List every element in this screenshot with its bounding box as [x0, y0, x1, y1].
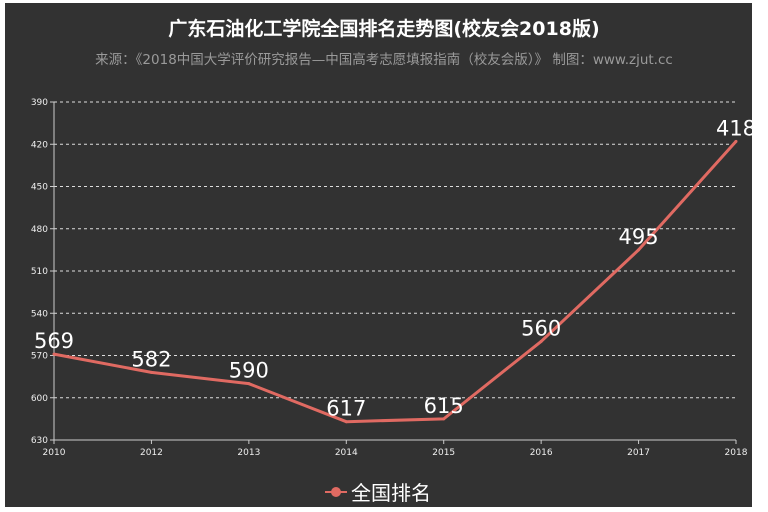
- legend-item[interactable]: 全国排名: [325, 477, 431, 506]
- data-point: [247, 382, 251, 386]
- y-tick-label: 510: [31, 267, 48, 277]
- x-tick-label: 2013: [237, 448, 260, 458]
- x-tick-label: 2010: [43, 448, 66, 458]
- data-label: 495: [619, 225, 659, 249]
- y-tick-label: 390: [31, 98, 48, 108]
- chart-title: 广东石油化工学院全国排名走势图(校友会2018版): [168, 18, 600, 40]
- data-label: 560: [521, 316, 561, 340]
- data-label: 582: [131, 347, 171, 371]
- data-point: [52, 352, 56, 356]
- data-label: 615: [424, 394, 464, 418]
- chart-subtitle: 来源：《2018中国大学评价研究报告—中国高考志愿填报指南（校友会版）》 制图：…: [95, 52, 673, 68]
- data-label: 617: [326, 397, 366, 421]
- x-tick-label: 2017: [627, 448, 650, 458]
- data-point: [539, 339, 543, 343]
- series-line: [53, 140, 738, 424]
- data-point: [442, 417, 446, 421]
- x-tick-label: 2015: [432, 448, 455, 458]
- data-label: 590: [229, 359, 269, 383]
- y-tick-label: 600: [31, 394, 48, 404]
- y-tick-label: 540: [31, 309, 48, 319]
- data-point: [149, 370, 153, 374]
- x-tick-label: 2014: [335, 448, 358, 458]
- data-point: [637, 248, 641, 252]
- data-label: 569: [34, 329, 74, 353]
- data-label: 418: [716, 116, 756, 140]
- x-tick-label: 2012: [140, 448, 163, 458]
- y-tick-label: 420: [31, 140, 48, 150]
- legend-label: 全国排名: [351, 481, 431, 505]
- y-tick-label: 450: [31, 183, 48, 193]
- x-tick-label: 2016: [530, 448, 553, 458]
- x-tick-label: 2018: [725, 448, 748, 458]
- chart-panel: [5, 3, 752, 507]
- y-tick-label: 570: [31, 352, 48, 362]
- y-tick-label: 480: [31, 225, 48, 235]
- data-point: [734, 139, 738, 143]
- y-tick-label: 630: [31, 436, 48, 446]
- legend-marker-icon: [325, 486, 347, 498]
- data-point: [344, 420, 348, 424]
